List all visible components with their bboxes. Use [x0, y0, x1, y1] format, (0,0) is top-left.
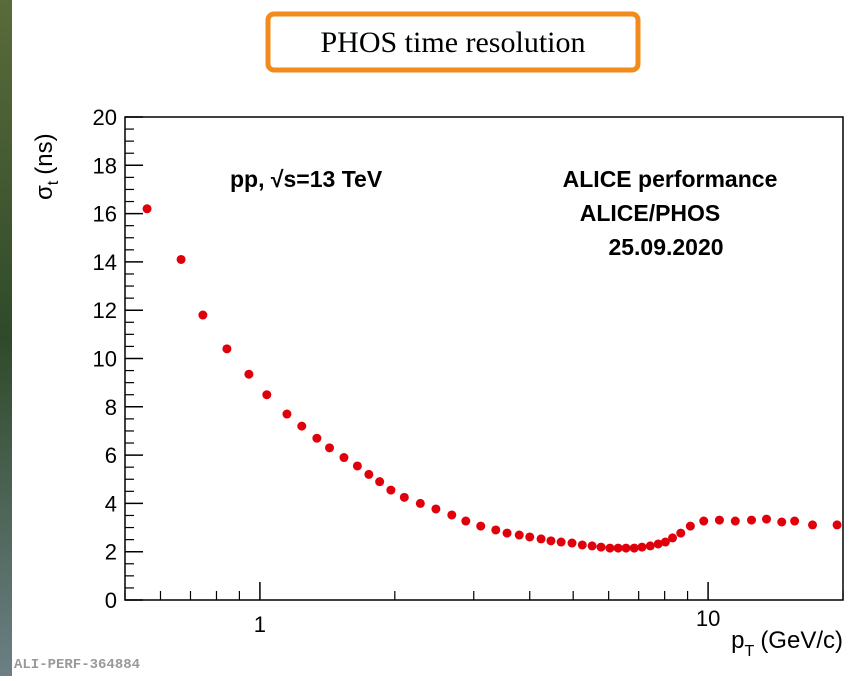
- data-point: [364, 469, 374, 479]
- data-point: [415, 498, 425, 508]
- data-point: [176, 254, 186, 264]
- data-point: [476, 521, 486, 531]
- data-point: [142, 204, 152, 214]
- data-point: [832, 520, 842, 530]
- y-tick-label: 20: [93, 105, 117, 130]
- data-point: [386, 485, 396, 495]
- annotation: ALICE performance: [563, 166, 778, 192]
- data-point: [536, 534, 546, 544]
- y-tick-label: 14: [93, 250, 117, 275]
- data-point: [637, 542, 647, 552]
- data-point: [502, 528, 512, 538]
- y-axis-label: σt(ns): [31, 133, 62, 200]
- data-point: [596, 542, 606, 552]
- y-tick-label: 16: [93, 202, 117, 227]
- x-tick-label: 1: [254, 612, 266, 637]
- data-point: [325, 443, 335, 453]
- data-point: [198, 310, 208, 320]
- data-point: [808, 520, 818, 530]
- annotation: ALICE/PHOS: [580, 200, 721, 226]
- data-point: [282, 409, 292, 419]
- data-point: [461, 516, 471, 526]
- data-point: [312, 433, 322, 443]
- y-tick-label: 12: [93, 298, 117, 323]
- data-point: [645, 541, 655, 551]
- data-point: [244, 369, 254, 379]
- title-box: [265, 11, 641, 73]
- data-point: [514, 530, 524, 540]
- background-strip: [0, 0, 12, 676]
- x-tick-label: 10: [696, 606, 720, 631]
- data-point: [567, 538, 577, 548]
- data-point: [699, 516, 709, 526]
- data-point: [375, 477, 385, 487]
- data-point: [556, 537, 566, 547]
- data-point: [747, 515, 757, 525]
- data-point: [587, 541, 597, 551]
- y-tick-label: 4: [105, 491, 117, 516]
- y-tick-label: 0: [105, 588, 117, 613]
- y-tick-label: 8: [105, 395, 117, 420]
- data-point: [525, 532, 535, 542]
- data-point: [352, 461, 362, 471]
- annotation: 25.09.2020: [608, 234, 723, 260]
- data-point: [431, 504, 441, 514]
- data-point: [447, 510, 457, 520]
- data-point: [761, 514, 771, 524]
- data-point: [297, 421, 307, 431]
- data-point: [399, 492, 409, 502]
- x-axis-label: pT (GeV/c): [731, 627, 843, 660]
- data-point: [629, 543, 639, 553]
- data-point: [714, 515, 724, 525]
- data-point: [653, 539, 663, 549]
- data-point: [621, 543, 631, 553]
- footer: ALI-PERF-364884: [14, 657, 140, 673]
- y-tick-label: 10: [93, 347, 117, 372]
- data-point: [222, 344, 232, 354]
- data-point: [777, 517, 787, 527]
- data-point: [676, 528, 686, 538]
- data-point: [605, 543, 615, 553]
- y-tick-label: 2: [105, 540, 117, 565]
- data-point: [790, 516, 800, 526]
- data-point: [546, 536, 556, 546]
- annotation: pp, √s=13 TeV: [230, 166, 383, 192]
- data-point: [339, 453, 349, 463]
- data-point: [730, 516, 740, 526]
- y-tick-label: 18: [93, 153, 117, 178]
- data-point: [685, 521, 695, 531]
- data-point: [668, 533, 678, 543]
- data-point: [491, 525, 501, 535]
- title: PHOS time resolution: [320, 26, 585, 59]
- data-point: [262, 390, 272, 400]
- data-point: [613, 543, 623, 553]
- y-tick-label: 6: [105, 443, 117, 468]
- data-point: [577, 540, 587, 550]
- data-point: [660, 537, 670, 547]
